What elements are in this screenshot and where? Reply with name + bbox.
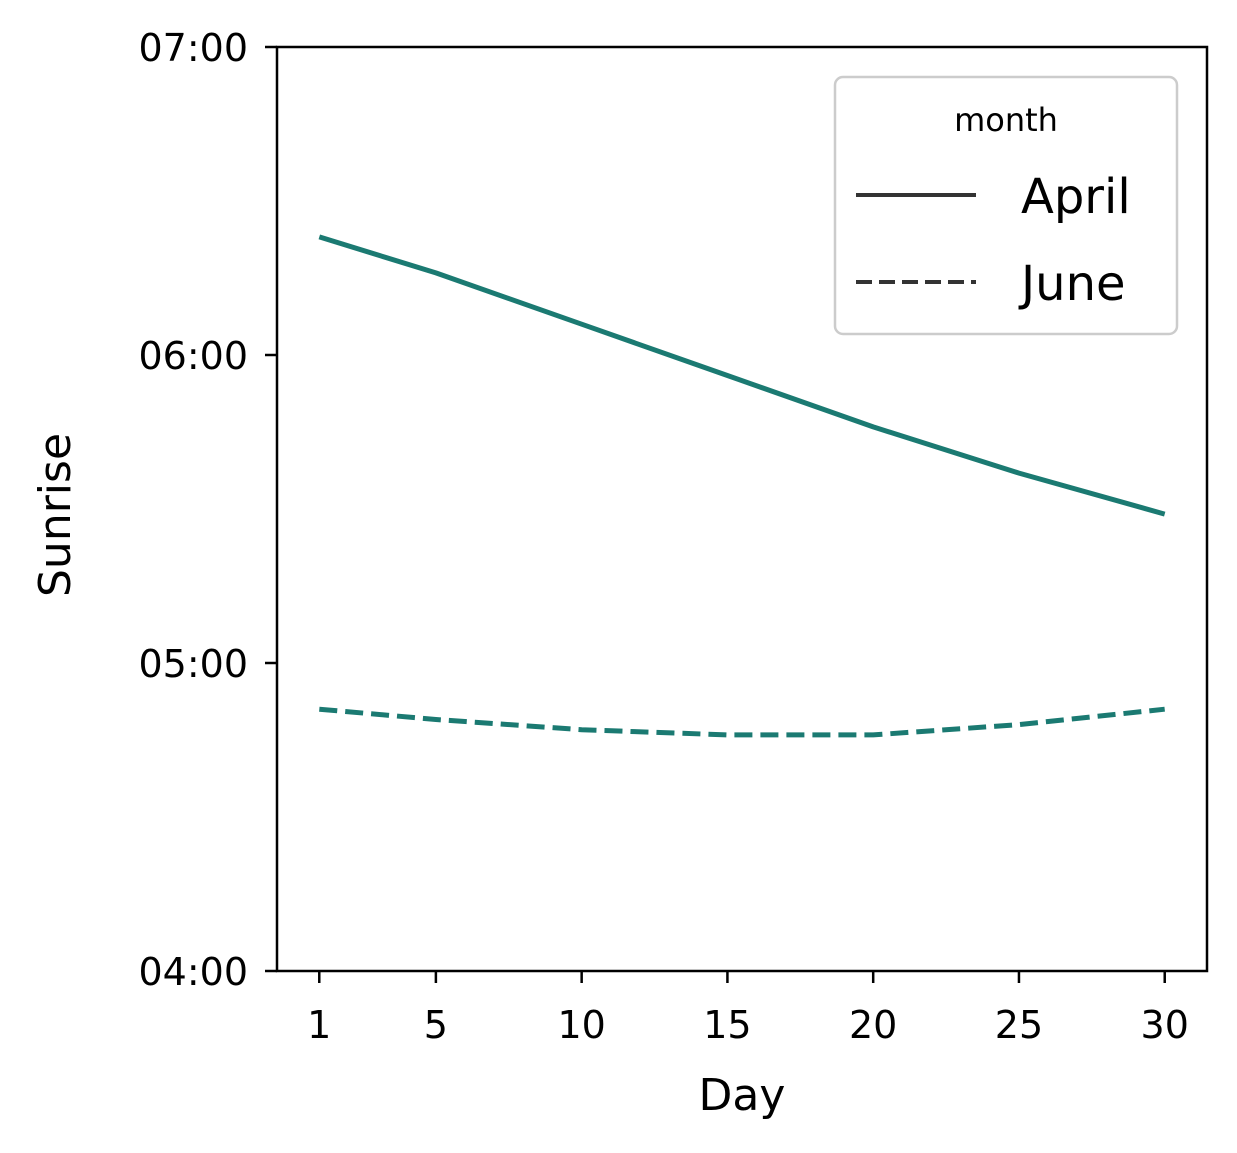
series-line-april	[318, 234, 1166, 517]
x-tick-label: 30	[1141, 1003, 1189, 1047]
x-tick-label: 5	[424, 1003, 448, 1047]
x-axis-label: Day	[699, 1070, 786, 1121]
y-tick-label: 07:00	[138, 26, 248, 70]
x-tick-label: 25	[995, 1003, 1043, 1047]
x-tick-label: 10	[557, 1003, 605, 1047]
legend-box	[833, 75, 1179, 336]
legend-label-april: April	[1021, 169, 1131, 225]
series-layer	[318, 234, 1166, 738]
x-tick-label: 15	[703, 1003, 751, 1047]
y-tick-label: 04:00	[138, 950, 248, 994]
y-tick-label: 06:00	[138, 334, 248, 378]
y-axis: 04:00 05:00 06:00 07:00	[138, 26, 277, 994]
legend-label-june: June	[1018, 256, 1126, 312]
x-tick-label: 1	[307, 1003, 331, 1047]
legend: month April June	[833, 75, 1179, 336]
legend-title: month	[954, 101, 1058, 139]
x-axis: 1 5 10 15 20 25 30	[307, 971, 1189, 1047]
x-tick-label: 20	[849, 1003, 897, 1047]
y-axis-label: Sunrise	[30, 433, 81, 597]
series-line-june	[319, 706, 1165, 738]
y-tick-label: 05:00	[138, 642, 248, 686]
